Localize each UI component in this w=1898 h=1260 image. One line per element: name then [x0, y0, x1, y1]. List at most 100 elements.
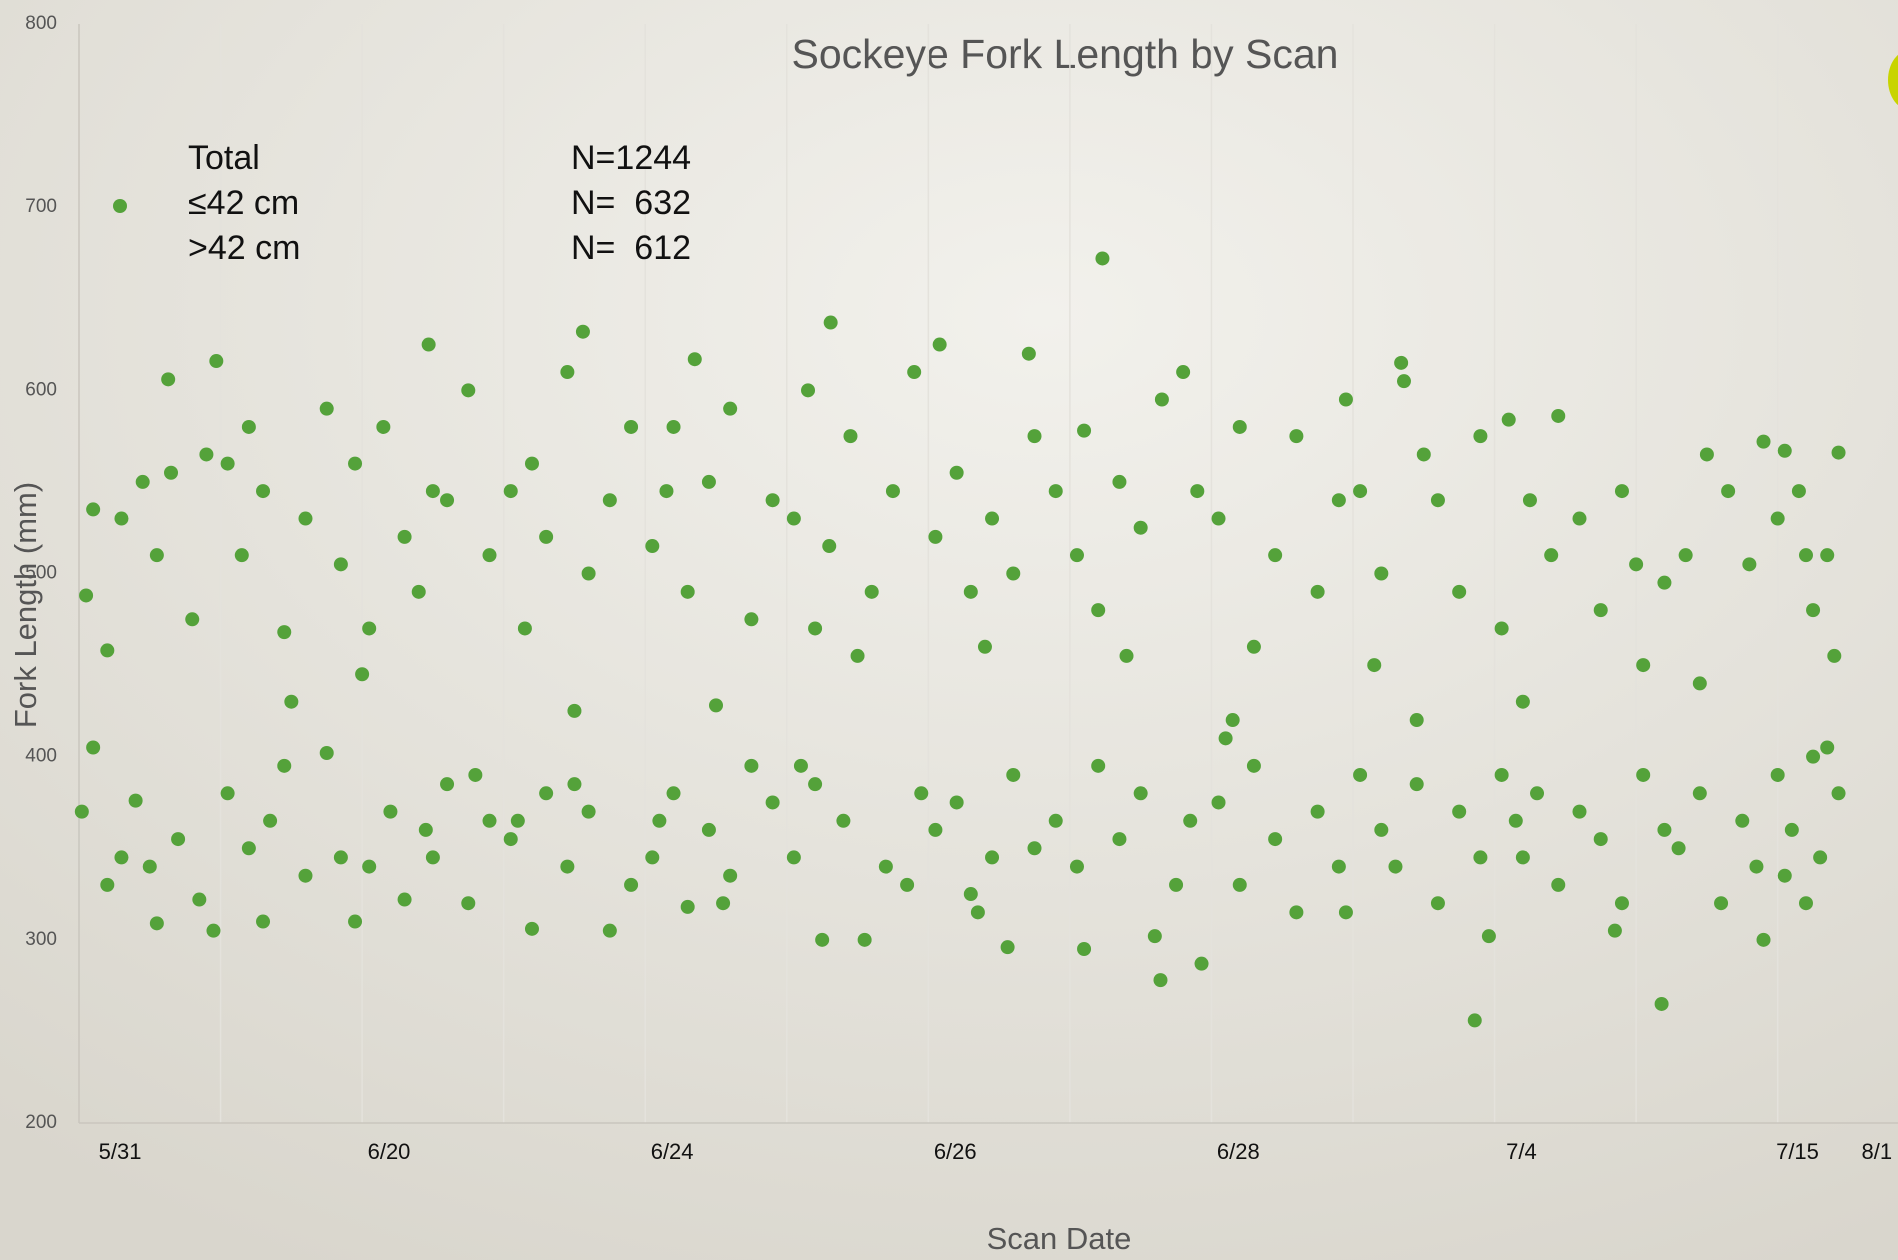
x-tick-label: 6/26 [934, 1139, 977, 1164]
data-point [560, 859, 575, 874]
data-point [100, 643, 115, 658]
data-point [298, 511, 313, 526]
y-tick-label: 500 [25, 563, 57, 584]
data-point [885, 484, 900, 499]
data-point [142, 859, 157, 874]
data-point [510, 813, 525, 828]
data-point [1494, 621, 1509, 636]
data-point [1246, 758, 1261, 773]
data-point [149, 916, 164, 931]
data-point [355, 667, 370, 682]
data-point [1614, 896, 1629, 911]
data-point [949, 465, 964, 480]
data-point [1530, 786, 1545, 801]
data-point [850, 648, 865, 663]
data-point [1735, 813, 1750, 828]
data-point [701, 474, 716, 489]
data-point [1636, 658, 1651, 673]
data-point [1218, 731, 1233, 746]
data-point [1367, 658, 1382, 673]
x-tick-label: 7/15 [1776, 1139, 1819, 1164]
y-tick-label: 300 [25, 929, 57, 950]
data-point [1671, 841, 1686, 856]
data-point [376, 419, 391, 434]
data-point [114, 850, 129, 865]
data-point [1190, 484, 1205, 499]
data-point [1593, 603, 1608, 618]
data-point [277, 625, 292, 640]
data-point [1692, 786, 1707, 801]
data-point [1289, 905, 1304, 920]
data-point [298, 868, 313, 883]
data-point [666, 786, 681, 801]
x-tick-label: 7/4 [1506, 1139, 1537, 1164]
data-point [1636, 767, 1651, 782]
data-point [575, 324, 590, 339]
data-point [362, 859, 377, 874]
data-point [256, 914, 271, 929]
data-point [1756, 434, 1771, 449]
data-point [263, 813, 278, 828]
data-point [1452, 804, 1467, 819]
data-point [1211, 511, 1226, 526]
data-point [1331, 859, 1346, 874]
data-point [970, 905, 985, 920]
data-point [786, 511, 801, 526]
data-point [161, 372, 176, 387]
data-point [185, 612, 200, 627]
data-point [1791, 484, 1806, 499]
data-point [503, 832, 518, 847]
data-point [1069, 859, 1084, 874]
data-point [581, 566, 596, 581]
data-point [1409, 777, 1424, 792]
x-tick-label: 8/1 [1861, 1139, 1892, 1164]
data-point [1515, 694, 1530, 709]
data-point [1027, 429, 1042, 444]
data-point [822, 539, 837, 554]
data-point [220, 456, 235, 471]
data-point [1501, 412, 1516, 427]
data-point [1770, 767, 1785, 782]
data-point [1077, 941, 1092, 956]
data-point [1021, 346, 1036, 361]
data-point [1232, 877, 1247, 892]
data-point [843, 429, 858, 444]
data-point [1508, 813, 1523, 828]
data-point [220, 786, 235, 801]
data-point [985, 511, 1000, 526]
data-point [723, 401, 738, 416]
data-point [524, 921, 539, 936]
data-point [963, 584, 978, 599]
data-point [234, 548, 249, 563]
data-point [1091, 758, 1106, 773]
data-point [1551, 408, 1566, 423]
data-point [74, 804, 89, 819]
data-point [1119, 648, 1134, 663]
data-point [687, 352, 702, 367]
data-point [1338, 392, 1353, 407]
data-point [1153, 973, 1168, 988]
data-point [1112, 474, 1127, 489]
data-point [1452, 584, 1467, 599]
data-point [440, 493, 455, 508]
data-point [1396, 374, 1411, 389]
data-point [319, 746, 334, 761]
data-point [723, 868, 738, 883]
data-point [949, 795, 964, 810]
data-point [1551, 877, 1566, 892]
data-point [602, 493, 617, 508]
legend-count: N= 612 [571, 229, 691, 267]
data-point [539, 786, 554, 801]
data-point [1467, 1013, 1482, 1028]
data-point [1572, 511, 1587, 526]
data-point [709, 698, 724, 713]
data-point [411, 584, 426, 599]
data-point [1831, 445, 1846, 460]
data-point [1394, 355, 1409, 370]
data-point [1629, 557, 1644, 572]
data-point [1831, 786, 1846, 801]
data-point [79, 588, 94, 603]
data-point [1310, 584, 1325, 599]
data-point [815, 932, 830, 947]
